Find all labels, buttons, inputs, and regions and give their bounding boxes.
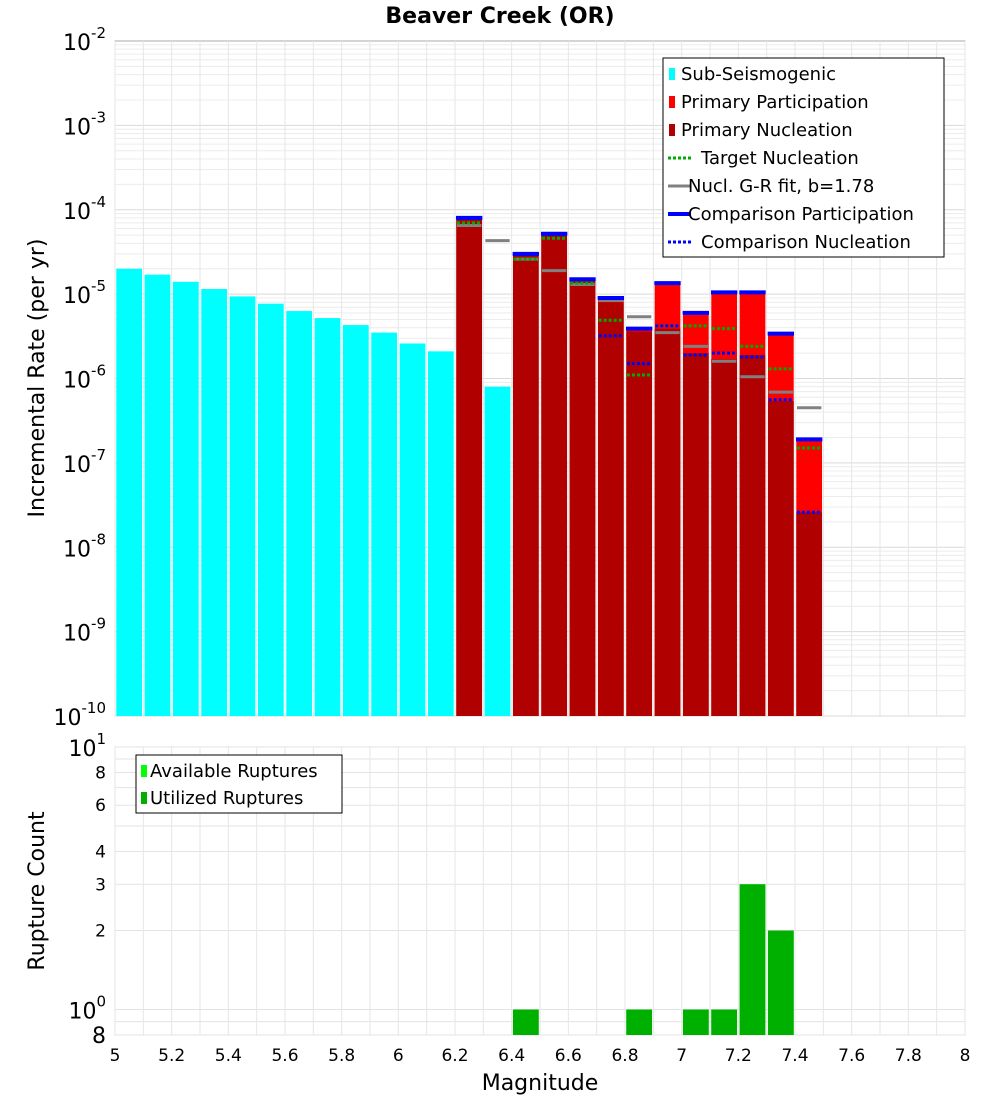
- x-tick-label: 6.8: [611, 1046, 638, 1066]
- x-tick-label: 5.8: [328, 1046, 355, 1066]
- legend-swatch: [141, 792, 147, 804]
- x-tick-label: 7.6: [838, 1046, 865, 1066]
- primary-nucleation-bar: [711, 359, 738, 716]
- primary-nucleation-bar: [597, 302, 624, 716]
- y-tick-label: 8: [92, 1024, 106, 1049]
- markers-top: [456, 215, 823, 514]
- sub-seismogenic-bar: [201, 289, 228, 716]
- legend-box: [662, 57, 945, 258]
- utilized-ruptures-bar: [682, 1009, 709, 1035]
- x-tick-label: 7.4: [781, 1046, 808, 1066]
- utilized-ruptures-bar: [767, 930, 794, 1035]
- y-tick-label: 10-5: [63, 277, 106, 309]
- primary-nucleation-bar: [767, 401, 794, 716]
- legend-swatch: [669, 68, 675, 80]
- y-tick-label: 101: [68, 730, 106, 762]
- primary-nucleation-bar: [626, 331, 653, 716]
- legend-label: Primary Nucleation: [681, 120, 853, 141]
- legend-top: Sub-Seismogenic Primary Participation Prim…: [662, 57, 945, 258]
- x-tick-label: 6.2: [441, 1046, 468, 1066]
- y-tick-labels-top: 10-2 10-3 10-4 10-5 10-6 10-7 10-8 10-9 10-10: [54, 24, 107, 731]
- primary-nucleation-bar: [512, 253, 539, 716]
- sub-seismogenic-bar: [172, 281, 199, 716]
- legend-swatch: [669, 124, 675, 136]
- legend-label: Nucl. G-R fit, b=1.78: [688, 176, 874, 197]
- primary-nucleation-bar: [796, 512, 823, 716]
- legend-swatch: [669, 96, 675, 108]
- utilized-ruptures-bar: [711, 1009, 738, 1035]
- y-tick-label: 10-6: [63, 362, 106, 394]
- sub-seismogenic-bar: [371, 332, 398, 716]
- y-tick-label: 10-2: [63, 24, 106, 56]
- x-tick-label: 7: [676, 1046, 687, 1066]
- primary-nucleation-bar: [682, 353, 709, 716]
- legend-label: Utilized Ruptures: [150, 788, 303, 809]
- y-tick-label: 6: [95, 796, 106, 816]
- sub-seismogenic-bar: [229, 296, 256, 716]
- y-axis-label-bottom: Rupture Count: [25, 811, 50, 971]
- legend-label: Primary Participation: [681, 92, 869, 113]
- y-axis-label-top: Incremental Rate (per yr): [25, 239, 50, 518]
- chart-title: Beaver Creek (OR): [385, 4, 614, 29]
- x-tick-label: 7.2: [725, 1046, 752, 1066]
- y-tick-label: 10-3: [63, 108, 106, 140]
- legend-label: Available Ruptures: [150, 761, 318, 782]
- sub-seismogenic-bar: [257, 303, 284, 716]
- y-tick-label: 3: [95, 875, 106, 895]
- y-tick-label: 10-4: [63, 193, 106, 225]
- y-tick-label: 2: [95, 922, 106, 942]
- y-tick-label: 100: [68, 993, 106, 1025]
- legend-label: Sub-Seismogenic: [681, 64, 836, 85]
- x-tick-label: 7.8: [895, 1046, 922, 1066]
- sub-seismogenic-bar: [484, 386, 511, 716]
- legend-label: Target Nucleation: [700, 148, 859, 169]
- sub-seismogenic-bar: [427, 351, 454, 716]
- y-tick-label: 10-7: [63, 446, 106, 478]
- legend-box: [135, 754, 343, 814]
- utilized-ruptures-bar: [626, 1009, 653, 1035]
- y-tick-label: 8: [95, 763, 106, 783]
- y-tick-label: 4: [95, 842, 106, 862]
- x-tick-label: 5.4: [215, 1046, 242, 1066]
- x-tick-labels: 5 5.2 5.4 5.6 5.8 6 6.2 6.4 6.6 6.8 7 7.2 7.4 7.6 7.8 8: [110, 1046, 971, 1066]
- legend-label: Comparison Participation: [688, 204, 914, 225]
- sub-seismogenic-bar: [116, 268, 143, 716]
- sub-seismogenic-bar: [399, 343, 426, 716]
- x-tick-label: 6: [393, 1046, 404, 1066]
- sub-seismogenic-bar: [342, 325, 369, 716]
- primary-nucleation-bar: [569, 279, 596, 716]
- x-tick-label: 8: [960, 1046, 971, 1066]
- sub-seismogenic-bar: [144, 274, 171, 716]
- x-tick-label: 5: [110, 1046, 121, 1066]
- legend-bottom: Available Ruptures Utilized Ruptures: [135, 754, 343, 814]
- bars-top: [116, 217, 823, 716]
- primary-nucleation-bar: [541, 233, 568, 716]
- utilized-ruptures-bar: [512, 1009, 539, 1035]
- legend-label: Comparison Nucleation: [701, 232, 911, 253]
- primary-nucleation-bar: [654, 328, 681, 716]
- y-tick-label: 10-9: [63, 615, 106, 647]
- x-tick-label: 5.2: [158, 1046, 185, 1066]
- primary-nucleation-bar: [739, 354, 766, 716]
- incremental-rate-panel: 10-2 10-3 10-4 10-5 10-6 10-7 10-8 10-9 10-10 In…: [25, 24, 966, 731]
- primary-nucleation-bar: [456, 217, 483, 716]
- sub-seismogenic-bar: [314, 318, 341, 716]
- x-tick-label: 6.6: [555, 1046, 582, 1066]
- bars-bottom: [512, 884, 794, 1035]
- x-tick-label: 5.6: [271, 1046, 298, 1066]
- x-axis-label: Magnitude: [482, 1071, 599, 1096]
- legend-swatch: [141, 765, 147, 777]
- x-tick-label: 6.4: [498, 1046, 525, 1066]
- sub-seismogenic-bar: [286, 311, 313, 716]
- y-tick-label: 10-10: [54, 699, 107, 731]
- utilized-ruptures-bar: [739, 884, 766, 1035]
- y-tick-label: 10-8: [63, 530, 106, 562]
